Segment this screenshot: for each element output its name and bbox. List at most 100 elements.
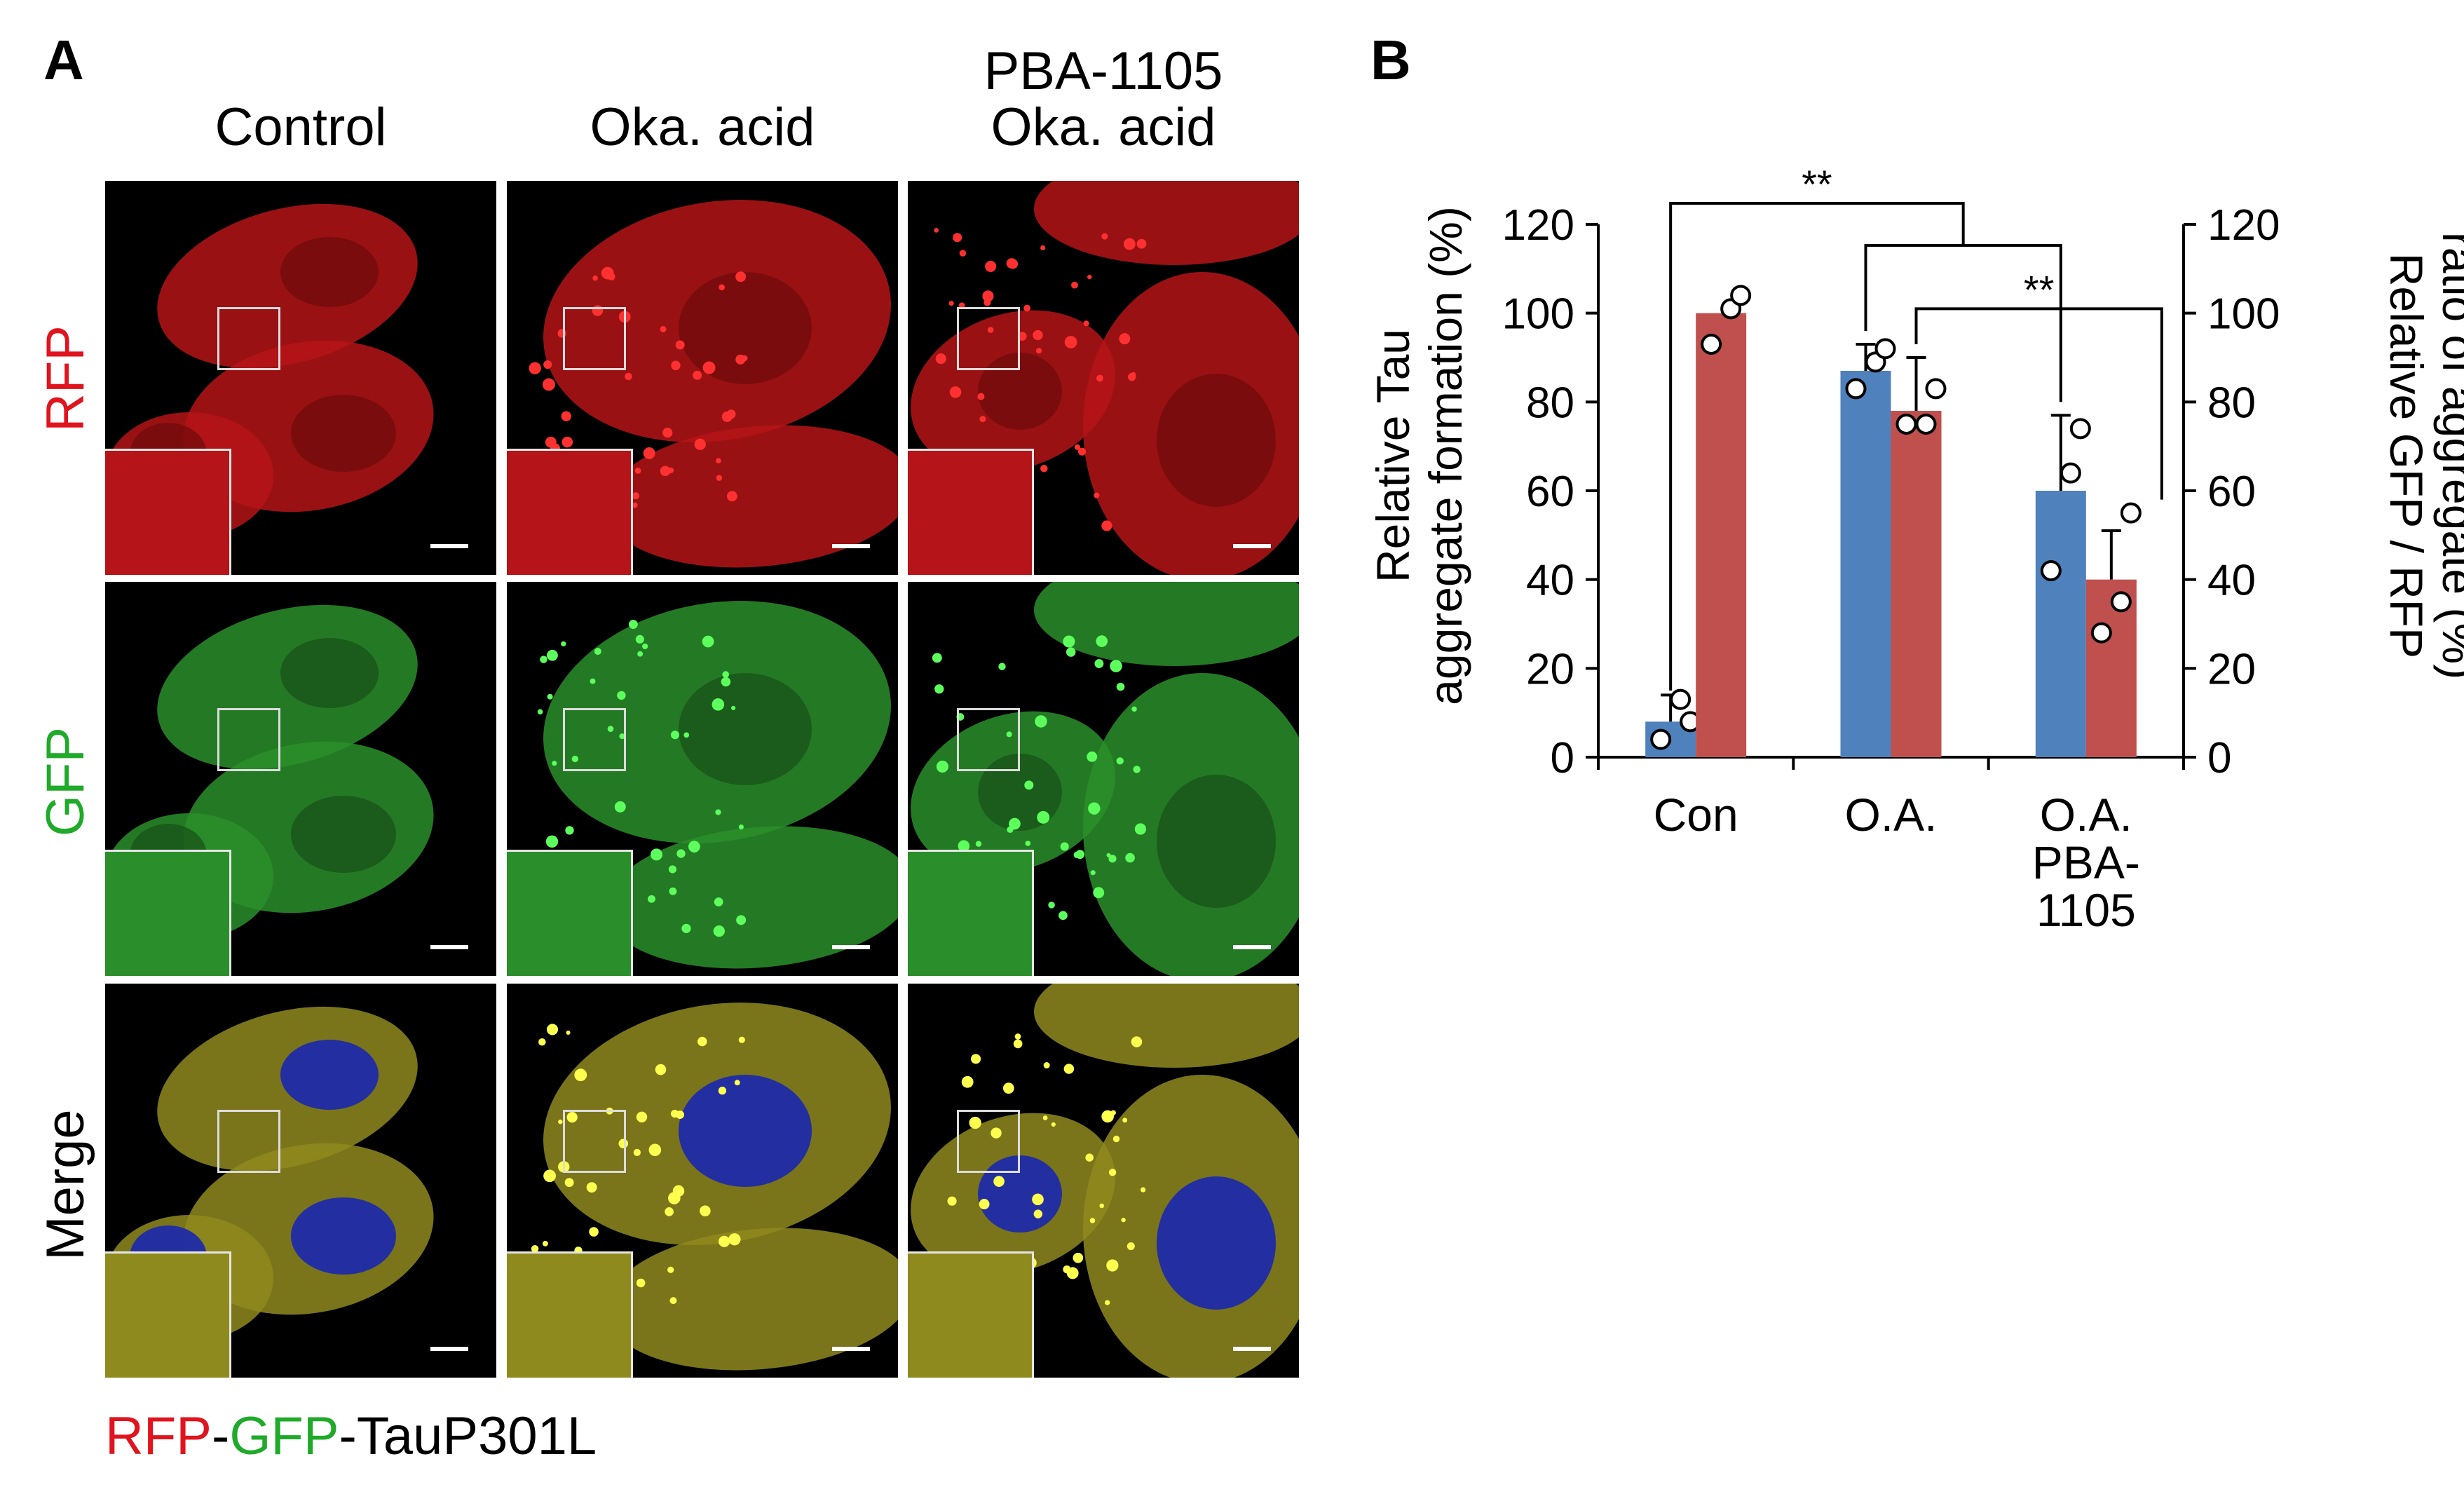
column-header-line-2: Oka. acid [991,97,1216,157]
roi-box [957,307,1020,370]
column-header-line-2: Control [215,97,387,157]
zoom-inset [908,850,1034,976]
micrograph-rfp-control [105,181,496,575]
panel-a-letter: A [43,29,84,91]
chart-plot-area: 0 0 20 20 40 40 60 60 80 80 100 100 120 120 Con O.A. O.A… [1502,162,2280,936]
bar-tau-aggregate [1840,371,1891,757]
row-label-rfp: RFP [36,325,95,432]
data-point [2120,502,2142,524]
zoom-inset [105,850,231,976]
zoom-inset [105,1251,231,1378]
y-tick-label-left: 80 [1526,379,1574,427]
zoom-inset [908,449,1034,575]
y-tick-label-left: 20 [1526,645,1574,693]
column-header-line-1 [105,43,496,100]
scale-bar [430,945,468,949]
x-tick-label: Con [1654,789,1738,841]
scale-bar [832,945,870,949]
data-point [1730,285,1752,306]
significance-marker-2: ** [2024,267,2055,311]
data-point [2060,462,2081,484]
x-tick-label: O.A. [2040,789,2132,841]
construct-legend: RFP-GFP-TauP301L [105,1406,597,1467]
scale-bar [430,1347,468,1351]
micrograph-merge-control [105,984,496,1378]
bar-chart: Relative Tau aggregate formation (%) Rel… [1367,162,2464,936]
roi-box [957,1110,1020,1173]
y-tick-label-right: 40 [2207,557,2256,605]
micrograph-rfp-pba-okadaic-acid [908,181,1299,575]
zoom-inset [105,449,231,575]
data-point [1915,414,1937,435]
y-tick-label-right: 120 [2207,201,2280,250]
column-header-line-2: Oka. acid [590,97,815,157]
data-point [1670,688,1692,710]
zoom-inset [908,1251,1034,1378]
zoom-inset [507,449,633,575]
roi-box [217,708,280,771]
micrograph-merge-okadaic-acid [507,984,898,1378]
significance-marker-1: ** [1802,162,1832,206]
column-header-pba-okadaic-acid: PBA-1105 Oka. acid [908,43,1299,156]
scale-bar [1233,544,1271,548]
data-point [2069,418,2091,440]
y-tick-label-right: 80 [2207,379,2256,427]
data-point [2040,560,2062,581]
legend-gfp: GFP [229,1406,339,1466]
y-tick-label-left: 120 [1502,201,1574,250]
data-point [2110,591,2132,613]
bar-gfp-rfp-ratio [1891,411,1942,757]
significance-bracket-2 [1914,307,2163,500]
panel-b-letter: B [1370,29,1411,91]
micrograph-gfp-control [105,582,496,976]
scale-bar [1233,1347,1271,1351]
x-tick-label: 1105 [2036,884,2136,936]
data-point [1925,378,1947,400]
micrograph-gfp-okadaic-acid [507,582,898,976]
roi-box [217,1110,280,1173]
x-tick-label: PBA- [2032,836,2140,888]
scale-bar [1233,945,1271,949]
micrograph-rfp-okadaic-acid [507,181,898,575]
scale-bar [832,544,870,548]
y-tick-label-right: 20 [2207,645,2256,693]
data-point [2090,622,2112,644]
y-axis-title-right-line-1: Relative GFP / RFP [2381,253,2432,658]
column-header-control: Control [105,43,496,156]
data-point [1845,378,1867,400]
zoom-inset [507,850,633,976]
legend-dash: - [212,1406,230,1466]
data-point [1701,334,1722,355]
column-header-line-1 [507,43,898,100]
roi-box [563,708,626,771]
data-point [1874,338,1896,360]
scale-bar [832,1347,870,1351]
data-point [1650,728,1672,750]
legend-rfp: RFP [105,1406,212,1466]
significance-bracket-1 [1669,202,1965,691]
roi-box [957,708,1020,771]
y-tick-label-left: 60 [1526,468,1574,516]
y-tick-label-right: 60 [2207,468,2256,516]
legend-construct-name: -TauP301L [339,1406,597,1466]
zoom-inset [507,1251,633,1378]
y-tick-label-left: 0 [1551,734,1574,782]
y-axis-title-left-line-1: Relative Tau [1367,329,1419,583]
micrograph-merge-pba-okadaic-acid [908,984,1299,1378]
y-tick-label-left: 40 [1526,557,1574,605]
row-label-gfp: GFP [36,726,95,837]
scale-bar [430,544,468,548]
significance-bracket-1-sub [1864,244,2062,402]
y-axis-title-right-line-2: ratio of aggregate (%) [2433,232,2464,679]
x-tick-label: O.A. [1844,789,1937,841]
y-tick-label-right: 0 [2207,734,2231,782]
y-tick-label-right: 100 [2207,290,2280,339]
data-point [1895,414,1917,435]
roi-box [563,307,626,370]
bar-tau-aggregate [2035,491,2086,757]
y-axis-title-left-line-2: aggregate formation (%) [1420,206,1471,705]
roi-box [563,1110,626,1173]
roi-box [217,307,280,370]
micrograph-gfp-pba-okadaic-acid [908,582,1299,976]
row-label-merge: Merge [36,1109,95,1261]
